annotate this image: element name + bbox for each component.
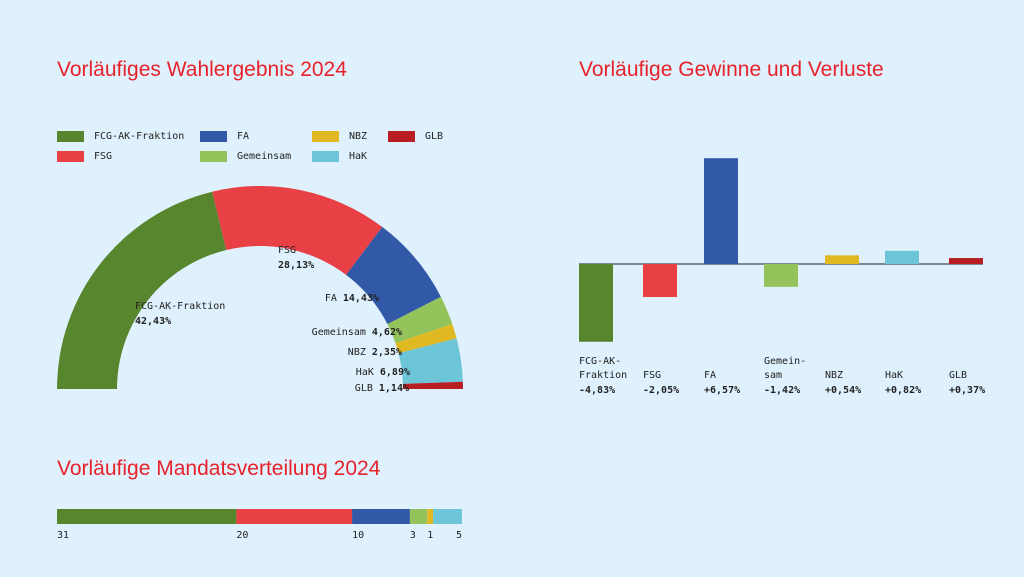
gain-value-label: -2,05% — [643, 385, 679, 396]
seat-segment — [236, 509, 353, 524]
gain-value-label: +0,37% — [949, 385, 985, 396]
slice-name: FSG — [278, 245, 296, 256]
gains-title: Vorläufige Gewinne und Verluste — [579, 58, 884, 81]
category-label: Gemein- — [764, 356, 806, 367]
donut-slice — [57, 191, 227, 389]
legend-label: NBZ — [349, 131, 368, 142]
gain-value-label: -4,83% — [579, 385, 615, 396]
seat-count-label: 5 — [456, 530, 462, 541]
seat-count-label: 10 — [352, 530, 364, 541]
legend-swatch — [57, 151, 84, 162]
gain-bar — [579, 264, 613, 342]
slice-value: 28,13% — [278, 260, 314, 271]
category-label: FA — [704, 370, 716, 381]
legend-label: FSG — [94, 151, 113, 162]
seat-segment — [57, 509, 237, 524]
legend-item: HaK — [312, 151, 367, 162]
gain-bar — [764, 264, 798, 287]
seat-count-label: 3 — [410, 530, 416, 541]
seat-segment — [352, 509, 410, 524]
donut-slice — [346, 226, 441, 325]
legend-label: FCG-AK-Fraktion — [94, 131, 185, 142]
category-label: FCG-AK- — [579, 356, 621, 367]
seat-count-label: 1 — [427, 530, 433, 541]
legend-item: GLB — [388, 131, 443, 142]
legend-swatch — [312, 151, 339, 162]
legend-swatch — [388, 131, 415, 142]
slice-label: FA 14,43% — [325, 293, 379, 304]
donut-slice — [395, 323, 457, 354]
gain-bar — [643, 264, 677, 298]
category-label: GLB — [949, 370, 967, 381]
donut-slice — [398, 338, 463, 384]
legend-item: FCG-AK-Fraktion — [57, 131, 184, 142]
slice-label: Gemeinsam 4,62% — [312, 327, 402, 338]
donut-slice — [402, 381, 463, 389]
legend-swatch — [200, 151, 227, 162]
legend-item: FSG — [57, 151, 112, 162]
gain-bar — [885, 250, 919, 264]
slice-label: GLB 1,14% — [355, 383, 409, 394]
gain-bar — [949, 258, 983, 264]
gain-bar — [825, 255, 859, 264]
slice-label: NBZ 2,35% — [348, 347, 402, 358]
category-label: sam — [764, 370, 782, 381]
legend-label: HaK — [349, 151, 368, 162]
category-label: HaK — [885, 370, 903, 381]
category-label: FSG — [643, 370, 661, 381]
gain-bar — [704, 158, 738, 264]
seat-count-label: 31 — [57, 530, 69, 541]
donut-slice — [387, 296, 453, 344]
legend-label: FA — [237, 131, 250, 142]
seats-title: Vorläufige Mandatsverteilung 2024 — [57, 457, 381, 480]
donut-slice — [212, 186, 383, 275]
legend-label: GLB — [425, 131, 444, 142]
legend-swatch — [200, 131, 227, 142]
gain-value-label: +0,54% — [825, 385, 861, 396]
slice-label: HaK 6,89% — [356, 367, 410, 378]
legend-item: NBZ — [312, 131, 367, 142]
seat-segment — [409, 509, 428, 524]
slice-name: FCG-AK-Fraktion — [135, 301, 225, 312]
slice-value: 42,43% — [135, 316, 171, 327]
gain-value-label: -1,42% — [764, 385, 800, 396]
seat-count-label: 20 — [236, 530, 248, 541]
legend-swatch — [57, 131, 84, 142]
gain-value-label: +6,57% — [704, 385, 740, 396]
seat-segment — [433, 509, 462, 524]
seat-segment — [427, 509, 434, 524]
legend-item: Gemeinsam — [200, 151, 291, 162]
legend-label: Gemeinsam — [237, 151, 292, 162]
legend-item: FA — [200, 131, 249, 142]
gain-value-label: +0,82% — [885, 385, 921, 396]
category-label: Fraktion — [579, 370, 627, 381]
legend-swatch — [312, 131, 339, 142]
category-label: NBZ — [825, 370, 843, 381]
donut-title: Vorläufiges Wahlergebnis 2024 — [57, 58, 347, 81]
